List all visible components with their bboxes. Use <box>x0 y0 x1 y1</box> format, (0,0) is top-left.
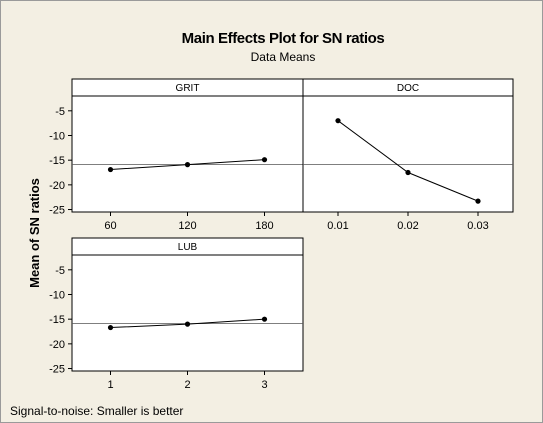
footnote: Signal-to-noise: Smaller is better <box>10 404 183 418</box>
y-tick-label: -15 <box>49 314 65 326</box>
y-tick-label: -15 <box>49 155 65 167</box>
data-point <box>261 157 268 163</box>
data-point <box>184 162 191 168</box>
y-tick-label: -20 <box>49 339 65 351</box>
x-tick-label: 0.03 <box>467 220 488 232</box>
data-point <box>335 118 341 124</box>
panel-strip-label: LUB <box>178 242 198 253</box>
x-tick-label: 0.02 <box>397 220 418 232</box>
x-tick-label: 3 <box>261 379 267 391</box>
x-tick-label: 60 <box>104 220 116 232</box>
data-point <box>475 198 481 204</box>
y-tick-label: -5 <box>55 106 65 118</box>
y-tick-label: -25 <box>49 364 65 376</box>
panel-frame <box>71 78 304 213</box>
y-tick-label: -25 <box>49 205 65 217</box>
panel-doc: DOC 0.01 0.02 0.03 <box>302 78 514 232</box>
y-tick-label: -5 <box>55 265 65 277</box>
y-tick-label: -10 <box>49 289 65 301</box>
data-point <box>261 316 268 322</box>
y-tick-label: -20 <box>49 180 65 192</box>
data-point <box>184 321 191 327</box>
x-tick-label: 1 <box>107 379 113 391</box>
panel-lub: LUB -5 -10 -15 -20 -25 1 2 3 <box>49 237 304 391</box>
panel-strip-label: DOC <box>397 83 419 94</box>
chart-title: Main Effects Plot for SN ratios <box>182 30 385 47</box>
y-axis-label: Mean of SN ratios <box>27 178 42 288</box>
data-point <box>107 324 114 331</box>
panel-strip-label: GRIT <box>176 83 200 94</box>
panel-grit: GRIT -5 -10 -15 -20 -25 60 120 180 <box>49 78 304 232</box>
panel-frame <box>71 237 304 372</box>
x-tick-label: 180 <box>255 220 273 232</box>
data-point <box>405 169 411 176</box>
x-tick-label: 0.01 <box>327 220 348 232</box>
x-tick-label: 120 <box>178 220 196 232</box>
panels-layer: GRIT -5 -10 -15 -20 -25 60 120 180 DOC 0.01 0.02 0.0… <box>49 78 514 391</box>
data-point <box>107 166 114 173</box>
y-tick-label: -10 <box>49 130 65 142</box>
chart-subtitle: Data Means <box>251 50 316 64</box>
panel-frame <box>302 78 514 213</box>
x-tick-label: 2 <box>184 379 190 391</box>
